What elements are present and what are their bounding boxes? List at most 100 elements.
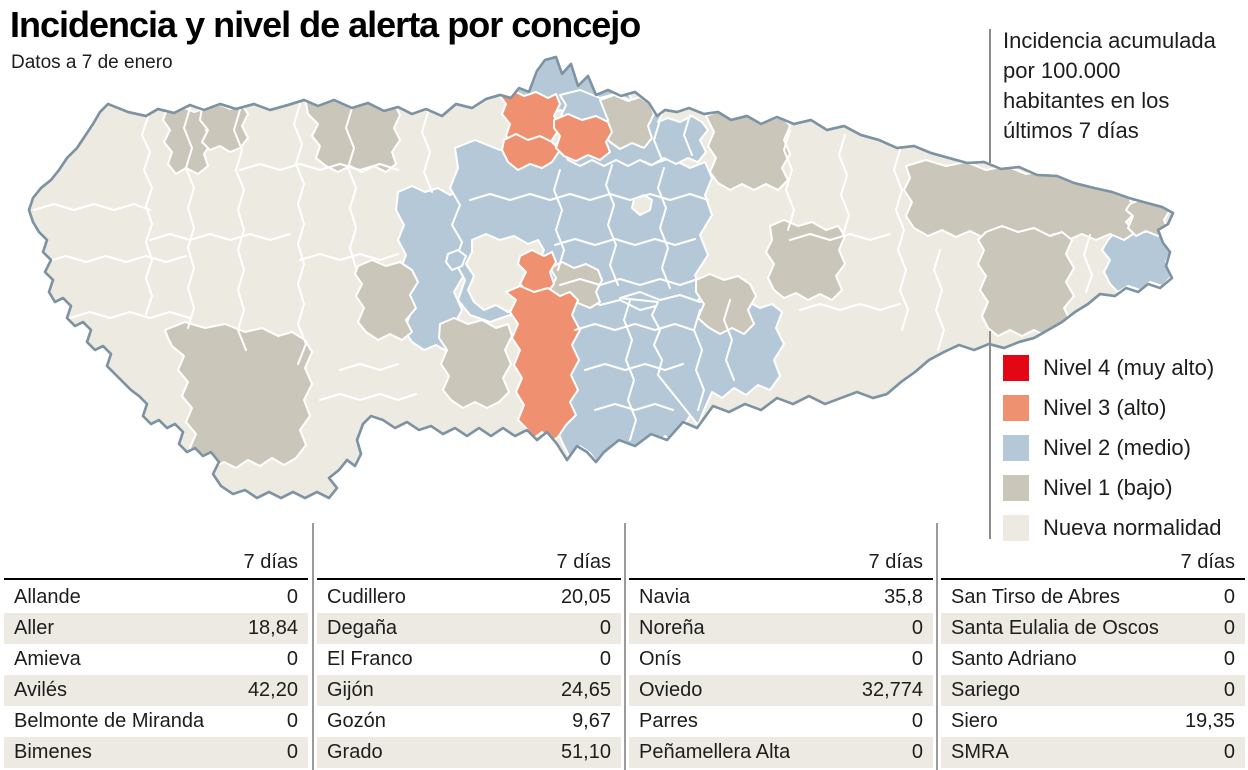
note-line: habitantes en los	[1003, 88, 1170, 113]
table-row: Allande 0	[4, 582, 308, 613]
table-row: Oviedo 32,774	[629, 675, 933, 706]
concejo-name: Degaña	[327, 617, 398, 639]
incidence-value: 0	[1223, 617, 1235, 639]
legend: Nivel 4 (muy alto) Nivel 3 (alto) Nivel …	[1003, 348, 1222, 548]
level4-swatch	[1003, 355, 1029, 381]
incidence-table-column: 7 días Navia 35,8 Noreña 0 Onís 0 Oviedo 32,774…	[629, 540, 933, 770]
map-region	[501, 133, 561, 171]
column-header: 7 días	[4, 540, 308, 580]
map-level3-regions	[499, 89, 613, 444]
table-row: Belmonte de Miranda 0	[4, 706, 308, 737]
concejo-name: Aller	[14, 617, 55, 639]
table-row: Parres 0	[629, 706, 933, 737]
map-region	[354, 259, 419, 341]
concejo-name: Bimenes	[14, 741, 92, 763]
table-row: Cudillero 20,05	[317, 582, 621, 613]
concejo-name: SMRA	[951, 741, 1009, 763]
legend-item: Nivel 1 (bajo)	[1003, 468, 1222, 508]
table-row: Avilés 42,20	[4, 675, 308, 706]
concejo-name: Navia	[639, 586, 691, 608]
table-row: SMRA 0	[941, 737, 1245, 768]
incidence-value: 0	[1223, 648, 1235, 670]
incidence-value: 0	[286, 710, 298, 732]
page-subtitle: Datos a 7 de enero	[11, 52, 173, 73]
incidence-value: 51,10	[560, 741, 611, 763]
concejo-name: Onís	[639, 648, 682, 670]
incidence-value: 42,20	[247, 679, 298, 701]
incidence-value: 9,67	[572, 710, 611, 732]
concejo-name: Grado	[327, 741, 383, 763]
table-row: Navia 35,8	[629, 582, 933, 613]
incidence-value: 32,774	[861, 679, 923, 701]
table-row: Onís 0	[629, 644, 933, 675]
table-row: Gijón 24,65	[317, 675, 621, 706]
map-region	[903, 159, 1137, 241]
table-row: Noreña 0	[629, 613, 933, 644]
map-region	[765, 219, 846, 301]
map-region	[977, 225, 1075, 337]
incidence-value: 35,8	[884, 586, 923, 608]
incidence-value: 0	[286, 586, 298, 608]
concejo-name: El Franco	[327, 648, 413, 670]
level1-swatch	[1003, 475, 1029, 501]
asturias-map	[27, 55, 1175, 500]
table-row: Sariego 0	[941, 675, 1245, 706]
table-rows: Navia 35,8 Noreña 0 Onís 0 Oviedo 32,774 Parres 0…	[629, 580, 933, 768]
incidence-value: 0	[911, 617, 923, 639]
concejo-name: Gozón	[327, 710, 386, 732]
level2-swatch	[1003, 435, 1029, 461]
column-header: 7 días	[317, 540, 621, 580]
incidence-value: 0	[286, 741, 298, 763]
map-region	[505, 285, 581, 444]
incidence-table-column: 7 días Allande 0 Aller 18,84 Amieva 0 Avilés 42…	[4, 540, 308, 770]
concejo-name: Parres	[639, 710, 698, 732]
level3-swatch	[1003, 395, 1029, 421]
legend-label: Nueva normalidad	[1043, 515, 1222, 540]
map-internal-borders	[33, 103, 1093, 441]
map-region	[695, 273, 757, 335]
incidence-value: 0	[1223, 741, 1235, 763]
column-divider	[624, 523, 626, 770]
new-normality-swatch	[1003, 515, 1029, 541]
table-row: Siero 19,35	[941, 706, 1245, 737]
table-row: Santo Adriano 0	[941, 644, 1245, 675]
table-row: Santa Eulalia de Oscos 0	[941, 613, 1245, 644]
incidence-value: 19,35	[1184, 710, 1235, 732]
page-title: Incidencia y nivel de alerta por concejo	[10, 4, 641, 45]
incidence-value: 0	[599, 648, 611, 670]
legend-label: Nivel 4 (muy alto)	[1043, 355, 1215, 380]
concejo-name: Avilés	[14, 679, 67, 701]
table-row: Degaña 0	[317, 613, 621, 644]
column-divider	[936, 523, 938, 770]
legend-item: Nivel 4 (muy alto)	[1003, 348, 1222, 388]
concejo-name: Allande	[14, 586, 81, 608]
legend-label: Nivel 2 (medio)	[1043, 435, 1191, 460]
concejo-name: Belmonte de Miranda	[14, 710, 205, 732]
concejo-name: Peñamellera Alta	[639, 741, 791, 763]
legend-item: Nueva normalidad	[1003, 508, 1222, 548]
concejo-name: Sariego	[951, 679, 1020, 701]
table-row: Peñamellera Alta 0	[629, 737, 933, 768]
map-region	[553, 113, 613, 162]
table-rows: Allande 0 Aller 18,84 Amieva 0 Avilés 42,20 Belm…	[4, 580, 308, 768]
legend-divider	[989, 331, 991, 539]
incidence-table-column: 7 días Cudillero 20,05 Degaña 0 El Franco 0 Gi…	[317, 540, 621, 770]
incidence-value: 20,05	[560, 586, 611, 608]
map-region	[164, 321, 313, 469]
table-row: Gozón 9,67	[317, 706, 621, 737]
incidence-value: 0	[911, 710, 923, 732]
map-region	[438, 317, 513, 409]
note-line: Incidencia acumulada	[1003, 28, 1216, 53]
column-header: 7 días	[629, 540, 933, 580]
incidence-value: 0	[599, 617, 611, 639]
incidence-table-column: 7 días San Tirso de Abres 0 Santa Eulalia …	[941, 540, 1245, 770]
concejo-name: Noreña	[639, 617, 705, 639]
concejo-name: Oviedo	[639, 679, 703, 701]
concejo-name: Gijón	[327, 679, 374, 701]
legend-item: Nivel 2 (medio)	[1003, 428, 1222, 468]
legend-label: Nivel 1 (bajo)	[1043, 475, 1173, 500]
map-region	[705, 109, 791, 191]
incidence-value: 0	[1223, 679, 1235, 701]
incidence-value: 0	[286, 648, 298, 670]
